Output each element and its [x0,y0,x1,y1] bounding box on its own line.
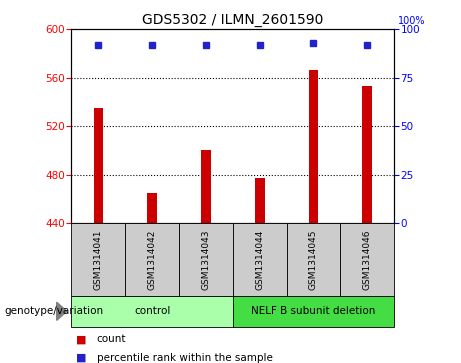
Polygon shape [57,302,67,320]
Bar [255,178,265,223]
Bar [148,193,157,223]
Bar [309,70,318,223]
Bar [340,223,394,296]
Bar [179,223,233,296]
Text: GSM1314041: GSM1314041 [94,229,103,290]
Bar [362,86,372,223]
Bar [71,223,125,296]
Text: percentile rank within the sample: percentile rank within the sample [97,352,273,363]
Text: GSM1314043: GSM1314043 [201,229,210,290]
Bar [71,296,233,327]
Bar [233,223,287,296]
Bar [94,108,103,223]
Text: GSM1314045: GSM1314045 [309,229,318,290]
Bar [287,223,340,296]
Title: GDS5302 / ILMN_2601590: GDS5302 / ILMN_2601590 [142,13,324,26]
Bar [233,296,394,327]
Text: GSM1314046: GSM1314046 [363,229,372,290]
Text: 100%: 100% [398,16,426,26]
Text: GSM1314044: GSM1314044 [255,229,264,290]
Bar [201,150,211,223]
Text: count: count [97,334,126,344]
Text: control: control [134,306,170,316]
Text: ■: ■ [76,352,87,363]
Bar [125,223,179,296]
Text: GSM1314042: GSM1314042 [148,229,157,290]
Text: NELF B subunit deletion: NELF B subunit deletion [251,306,376,316]
Text: ■: ■ [76,334,87,344]
Text: genotype/variation: genotype/variation [5,306,104,316]
